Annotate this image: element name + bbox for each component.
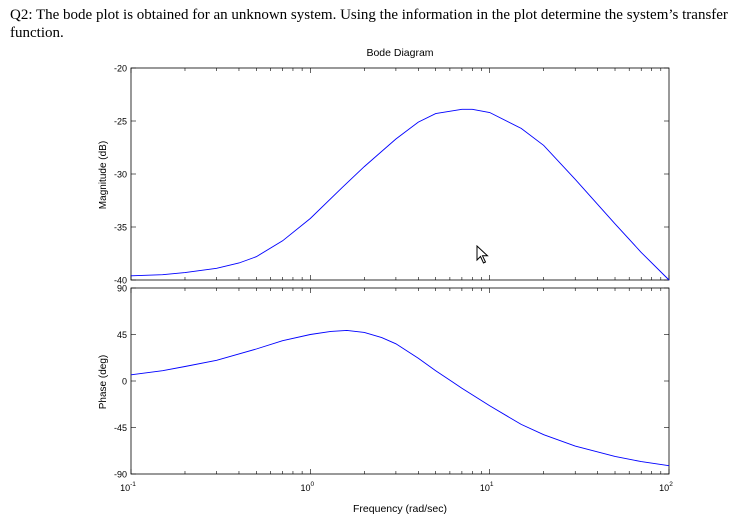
x-tick-label: 100: [301, 481, 315, 493]
x-tick-label: 101: [480, 481, 494, 493]
question-text: Q2: The bode plot is obtained for an unk…: [10, 7, 728, 41]
phase-y-tick-label: -45: [114, 423, 127, 433]
magnitude-y-tick-label: -40: [114, 276, 127, 286]
magnitude-y-tick-label: -30: [114, 170, 127, 180]
phase-axes-box: [130, 287, 670, 475]
magnitude-series-line: [130, 108, 670, 281]
magnitude-axes-box: [130, 67, 670, 281]
magnitude-y-tick-label: -25: [114, 117, 127, 127]
phase-y-tick-label: 0: [122, 377, 127, 387]
phase-y-tick-label: 90: [117, 284, 127, 294]
chart-title: Bode Diagram: [366, 47, 433, 59]
phase-y-tick-label: 45: [117, 330, 127, 340]
y-axis-label-phase: Phase (deg): [98, 355, 109, 409]
x-tick-label: 10-1: [120, 481, 136, 493]
magnitude-y-tick-label: -20: [114, 64, 127, 74]
magnitude-y-tick-label: -35: [114, 223, 127, 233]
phase-series-line: [130, 329, 670, 467]
mouse-cursor-icon: [476, 245, 489, 264]
x-axis-label: Frequency (rad/sec): [353, 503, 447, 515]
phase-panel: 90 45 0 -45 -90: [114, 284, 670, 480]
x-tick-label: 102: [659, 481, 673, 493]
magnitude-panel: -20 -25 -30 -35 -40: [114, 64, 670, 286]
phase-y-tick-label: -90: [114, 470, 127, 480]
y-axis-label-magnitude: Magnitude (dB): [98, 141, 109, 209]
